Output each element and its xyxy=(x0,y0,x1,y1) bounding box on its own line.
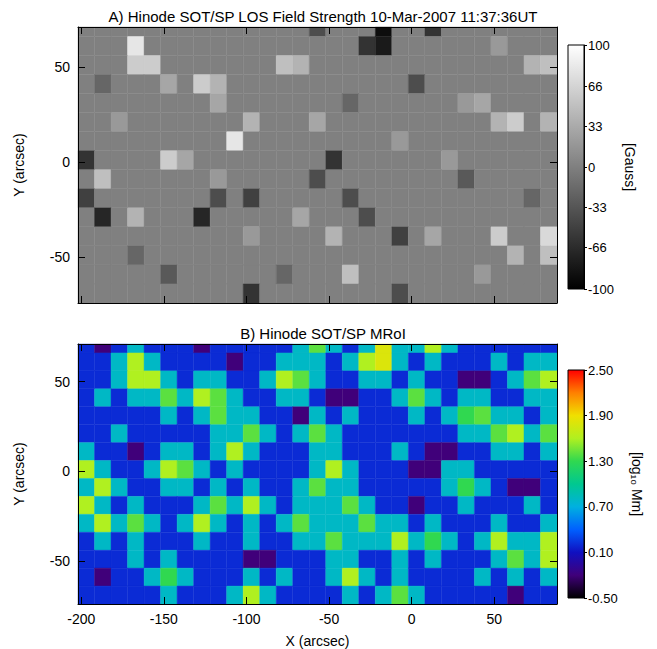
svg-text:-100: -100 xyxy=(588,282,614,297)
svg-text:-0.50: -0.50 xyxy=(588,591,618,606)
svg-text:-150: -150 xyxy=(150,611,178,627)
svg-text:100: 100 xyxy=(588,38,610,53)
svg-text:0.70: 0.70 xyxy=(588,499,613,514)
svg-text:0.10: 0.10 xyxy=(588,545,613,560)
svg-text:0: 0 xyxy=(588,160,595,175)
svg-text:33: 33 xyxy=(588,119,602,134)
svg-text:[log₁₀ Mm]: [log₁₀ Mm] xyxy=(629,452,645,516)
svg-text:B) Hinode SOT/SP MRoI: B) Hinode SOT/SP MRoI xyxy=(240,325,406,342)
svg-text:-50: -50 xyxy=(50,249,70,265)
svg-text:50: 50 xyxy=(54,59,70,75)
svg-text:66: 66 xyxy=(588,79,602,94)
svg-text:X (arcsec): X (arcsec) xyxy=(286,633,350,649)
svg-text:-50: -50 xyxy=(319,611,339,627)
svg-text:2.50: 2.50 xyxy=(588,363,613,378)
svg-text:A) Hinode SOT/SP LOS Field Str: A) Hinode SOT/SP LOS Field Strength 10-M… xyxy=(109,8,538,25)
svg-text:50: 50 xyxy=(54,374,70,390)
svg-text:50: 50 xyxy=(486,611,502,627)
svg-text:-200: -200 xyxy=(67,611,95,627)
svg-text:1.90: 1.90 xyxy=(588,408,613,423)
svg-text:Y (arcsec): Y (arcsec) xyxy=(11,442,27,506)
svg-text:-100: -100 xyxy=(232,611,260,627)
svg-text:[Gauss]: [Gauss] xyxy=(622,143,638,191)
svg-text:Y (arcsec): Y (arcsec) xyxy=(11,133,27,197)
svg-text:1.30: 1.30 xyxy=(588,454,613,469)
svg-text:-33: -33 xyxy=(588,200,607,215)
svg-text:-50: -50 xyxy=(50,553,70,569)
svg-text:0: 0 xyxy=(408,611,416,627)
svg-text:-66: -66 xyxy=(588,240,607,255)
svg-text:0: 0 xyxy=(62,463,70,479)
svg-text:0: 0 xyxy=(62,154,70,170)
